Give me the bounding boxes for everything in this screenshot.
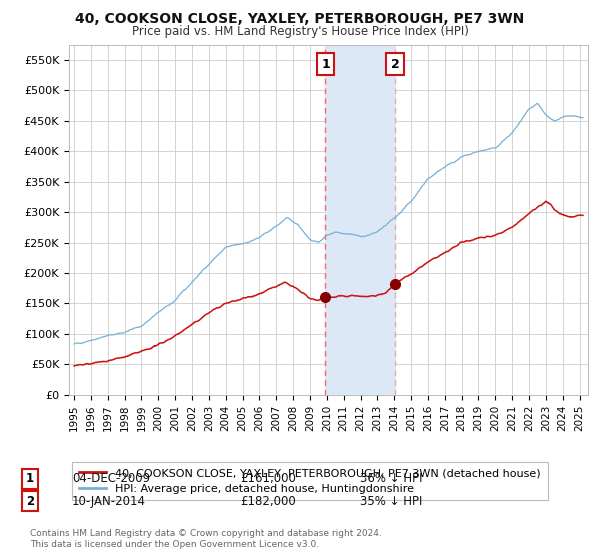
Text: Price paid vs. HM Land Registry's House Price Index (HPI): Price paid vs. HM Land Registry's House … <box>131 25 469 38</box>
Text: 35% ↓ HPI: 35% ↓ HPI <box>360 494 422 508</box>
Text: 2: 2 <box>26 494 34 508</box>
Text: 36% ↓ HPI: 36% ↓ HPI <box>360 472 422 486</box>
Text: Contains HM Land Registry data © Crown copyright and database right 2024.
This d: Contains HM Land Registry data © Crown c… <box>30 529 382 549</box>
Text: 04-DEC-2009: 04-DEC-2009 <box>72 472 150 486</box>
Legend: 40, COOKSON CLOSE, YAXLEY, PETERBOROUGH, PE7 3WN (detached house), HPI: Average : 40, COOKSON CLOSE, YAXLEY, PETERBOROUGH,… <box>72 461 548 501</box>
Text: 40, COOKSON CLOSE, YAXLEY, PETERBOROUGH, PE7 3WN: 40, COOKSON CLOSE, YAXLEY, PETERBOROUGH,… <box>76 12 524 26</box>
Bar <box>325 45 395 395</box>
Text: 1: 1 <box>26 472 34 486</box>
Text: 2: 2 <box>391 58 399 71</box>
Text: 10-JAN-2014: 10-JAN-2014 <box>72 494 146 508</box>
Text: £161,000: £161,000 <box>240 472 296 486</box>
Text: £182,000: £182,000 <box>240 494 296 508</box>
Text: 1: 1 <box>321 58 330 71</box>
